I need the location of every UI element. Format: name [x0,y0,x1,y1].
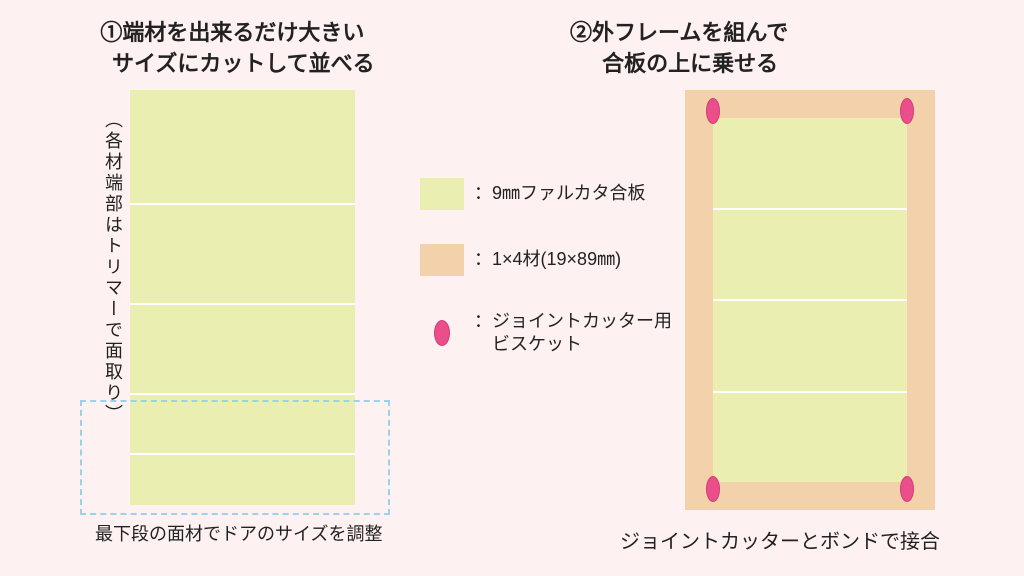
legend: ：9㎜ファルカタ合板 ：1×4材(19×89㎜) ：ジョイントカッター用 ビスケット [420,178,660,391]
bottom-adjust-note: 最下段の面材でドアのサイズを調整 [95,520,382,546]
biscuit-icon [900,98,914,124]
inner-plywood-piece [713,393,907,483]
frame-rail-left [685,90,713,510]
step1-title: ①端材を出来るだけ大きい サイズにカットして並べる [90,18,375,80]
trimmer-note-vertical: （各材端部はトリマーで面取り） [100,110,126,425]
legend-row: ：9㎜ファルカタ合板 [420,178,660,210]
legend-label: ：ジョイントカッター用 ビスケット [474,310,672,357]
plywood-piece [130,205,355,305]
legend-oval-icon [434,320,450,346]
step2-frame-assembly [685,90,935,510]
legend-swatch [420,244,464,276]
inner-plywood-piece [713,118,907,210]
biscuit-icon [706,98,720,124]
biscuit-icon [900,476,914,502]
legend-swatch [420,178,464,210]
legend-label: ：9㎜ファルカタ合板 [474,182,645,205]
inner-plywood-piece [713,301,907,393]
legend-row: ：1×4材(19×89㎜) [420,244,660,276]
inner-plywood-piece [713,210,907,302]
biscuit-icon [706,476,720,502]
legend-row: ：ジョイントカッター用 ビスケット [420,310,660,357]
frame-rail-bottom [685,482,935,510]
step2-title: ②外フレームを組んで 合板の上に乗せる [570,18,788,80]
frame-rail-top [685,90,935,118]
frame-rail-right [907,90,935,510]
adjustment-callout-box [80,400,390,515]
inner-plywood-area [713,118,907,482]
plywood-piece [130,90,355,205]
plywood-piece [130,305,355,395]
step2-caption: ジョイントカッターとボンドで接合 [620,525,940,554]
legend-label: ：1×4材(19×89㎜) [474,248,621,271]
